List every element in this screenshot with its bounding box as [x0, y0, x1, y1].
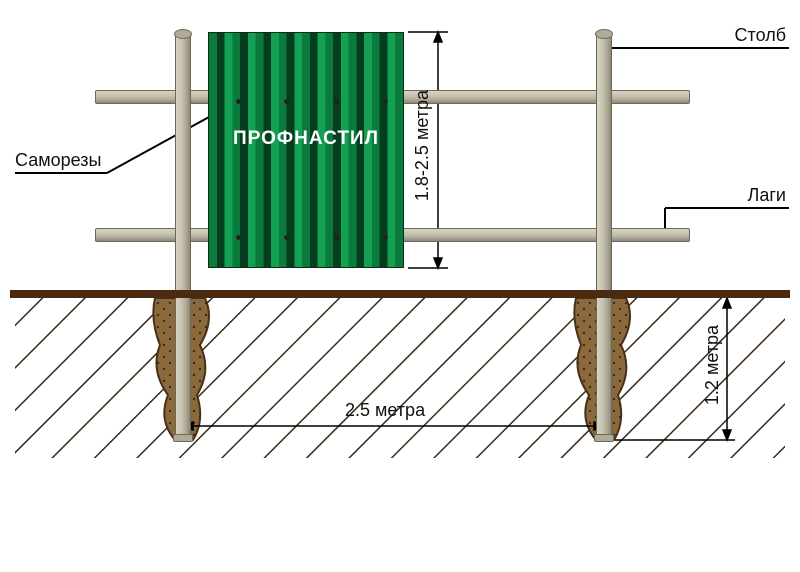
- screw-icon: [236, 235, 241, 240]
- screw-icon: [284, 235, 289, 240]
- post-footing: [594, 434, 614, 442]
- label-rails: Лаги: [748, 185, 786, 206]
- dim-depth: 1.2 метра: [702, 325, 723, 405]
- screw-icon: [383, 235, 388, 240]
- ground-line: [10, 290, 790, 298]
- label-post: Столб: [735, 25, 786, 46]
- screw-icon: [334, 235, 339, 240]
- screw-icon: [284, 99, 289, 104]
- screw-icon: [334, 99, 339, 104]
- screw-icon: [236, 99, 241, 104]
- profiled-sheet: ПРОФНАСТИЛ: [208, 32, 404, 268]
- post-cap: [174, 29, 192, 39]
- screw-icon: [383, 99, 388, 104]
- post-footing: [173, 434, 193, 442]
- label-screws: Саморезы: [15, 150, 101, 171]
- fence-diagram: ПРОФНАСТИЛ Саморезы Столб Лаги 1.8-2.5 м…: [0, 0, 800, 572]
- dim-height: 1.8-2.5 метра: [412, 90, 433, 201]
- post-left: [175, 32, 191, 440]
- sheet-label: ПРОФНАСТИЛ: [209, 128, 403, 150]
- post-right: [596, 32, 612, 440]
- dim-span: 2.5 метра: [345, 400, 425, 421]
- post-cap: [595, 29, 613, 39]
